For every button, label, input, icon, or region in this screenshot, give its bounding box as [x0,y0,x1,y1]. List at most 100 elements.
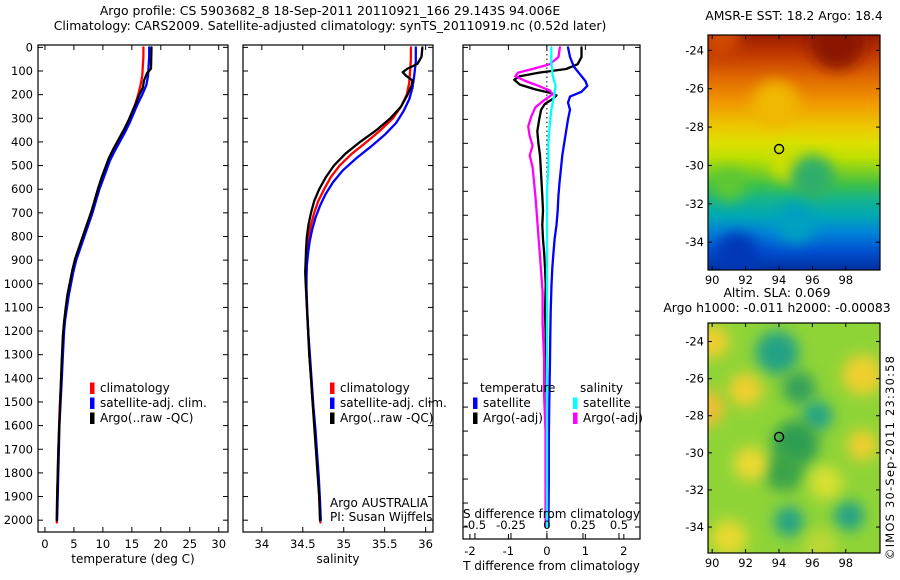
y-tick-label: -28 [685,409,704,423]
legend-swatch [473,397,478,409]
legend-label: Argo(-adj) [483,411,543,425]
series-satellite-adj. clim. [55,46,151,522]
y-tick-label: 1000 [4,277,33,291]
y-tick-label: 1900 [4,490,33,504]
field-blob [810,35,865,70]
x2-axis-label: S difference from climatology [463,507,640,521]
x2-tick-label: 0 [543,518,550,532]
legend-label: climatology [100,381,170,395]
field-blob [790,155,835,199]
field-blob [708,324,729,359]
y-tick-label: -24 [685,335,704,349]
x-tick-label: 94 [772,273,787,287]
legend-label: Argo(..raw -QC) [100,411,193,425]
legend-swatch [90,412,95,424]
imos-watermark: ©IMOS 30-Sep-2011 23:30:58 [883,355,897,560]
field-blob [773,506,805,537]
x-tick-label: 36 [418,537,433,551]
y-tick-label: 1700 [4,442,33,456]
field-blob [708,35,741,57]
map-frame [707,322,881,554]
y-tick-label: -32 [685,483,704,497]
x-tick-label: 92 [738,273,753,287]
y-tick-label: 400 [11,135,33,149]
field-blob [728,373,763,407]
field-blob [802,400,833,431]
legend-swatch [330,397,335,409]
x2-tick-label: 0.5 [610,518,628,532]
legend-swatch [473,412,478,424]
y-tick-label: -30 [685,446,704,460]
y-tick-label: 2000 [4,513,33,527]
field-blob [752,80,800,128]
field-blob [755,330,800,375]
legend-label: satellite-adj. clim. [340,396,447,410]
map-frame [707,34,881,271]
x-tick-label: 90 [705,273,720,287]
axes-box [242,44,434,533]
x-tick-label: 5 [70,537,77,551]
x-tick-label: 92 [738,556,753,570]
x-tick-label: 1 [582,544,589,558]
sst-map-panel: 90 92 94 96 98 -24 -26 -28 -30 -32 -34 [685,34,881,287]
y-tick-label: 1300 [4,348,33,362]
y-tick-label: 800 [11,229,33,243]
x-tick-label: 0 [543,544,550,558]
sla-title-line2: Argo h1000: -0.011 h2000: -0.00083 [663,300,890,315]
y-tick-label: 300 [11,111,33,125]
x-tick-label: 30 [211,537,226,551]
y-tick-label: 900 [11,253,33,267]
panel-note: Argo AUSTRALIA [330,496,429,510]
y-tick-label: -26 [685,82,704,96]
panel-note: PI: Susan Wijffels [330,510,432,524]
legend-label: satellite [583,396,631,410]
axes-box [37,44,229,533]
x-tick-label: 35.5 [372,537,398,551]
legend-label: climatology [340,381,410,395]
x-tick-label: 10 [96,537,111,551]
x-tick-label: 90 [705,556,720,570]
legend-column-header: salinity [580,381,623,395]
x-axis-label: temperature (deg C) [71,552,194,566]
y-tick-label: -28 [685,120,704,134]
legend-column-header: temperature [480,381,555,395]
y-tick-label: 0 [26,40,33,54]
field-blob [715,231,759,270]
y-tick-label: 1200 [4,324,33,338]
field-blob [847,430,878,461]
series-T satellite [547,46,589,529]
field-blob [842,354,880,395]
field-blob [708,390,724,427]
y-tick-label: 700 [11,206,33,220]
temperature-panel: 0 5 10 15 20 25 300100200300400500600700800900… [4,40,229,566]
salinity-panel: 34 34.5 35 35.5 36 salinity climatologysatelli… [242,44,447,566]
x-tick-label: -1 [503,544,514,558]
x-tick-label: 2 [620,544,627,558]
legend-swatch [90,397,95,409]
x-tick-label: 34.5 [290,537,316,551]
x-tick-label: 15 [125,537,140,551]
x-tick-label: 34 [255,537,270,551]
argo-float-marker [773,431,785,443]
legend-label: Argo(-adj) [583,411,643,425]
y-tick-label: 1400 [4,371,33,385]
y-tick-label: -24 [685,43,704,57]
sst-map-title: AMSR-E SST: 18.2 Argo: 18.4 [705,8,883,23]
x-tick-label: 25 [182,537,197,551]
field-blob [775,202,816,244]
x-axis-label: T difference from climatology [462,559,640,573]
legend-swatch [90,382,95,394]
header-line-1: Argo profile: CS 5903682_8 18-Sep-2011 2… [99,3,561,18]
y-tick-label: -26 [685,372,704,386]
legend-label: Argo(..raw -QC) [340,411,433,425]
x2-tick-label: 0.25 [570,518,596,532]
header-line-2: Climatology: CARS2009. Satellite-adjuste… [53,18,607,33]
series-S satellite [545,46,557,529]
y-tick-label: 500 [11,159,33,173]
y-tick-label: 600 [11,182,33,196]
x-tick-label: 96 [805,556,820,570]
y-tick-label: 1800 [4,466,33,480]
field-blob [733,447,768,481]
y-tick-label: 100 [11,64,33,78]
series-climatology [304,46,413,524]
